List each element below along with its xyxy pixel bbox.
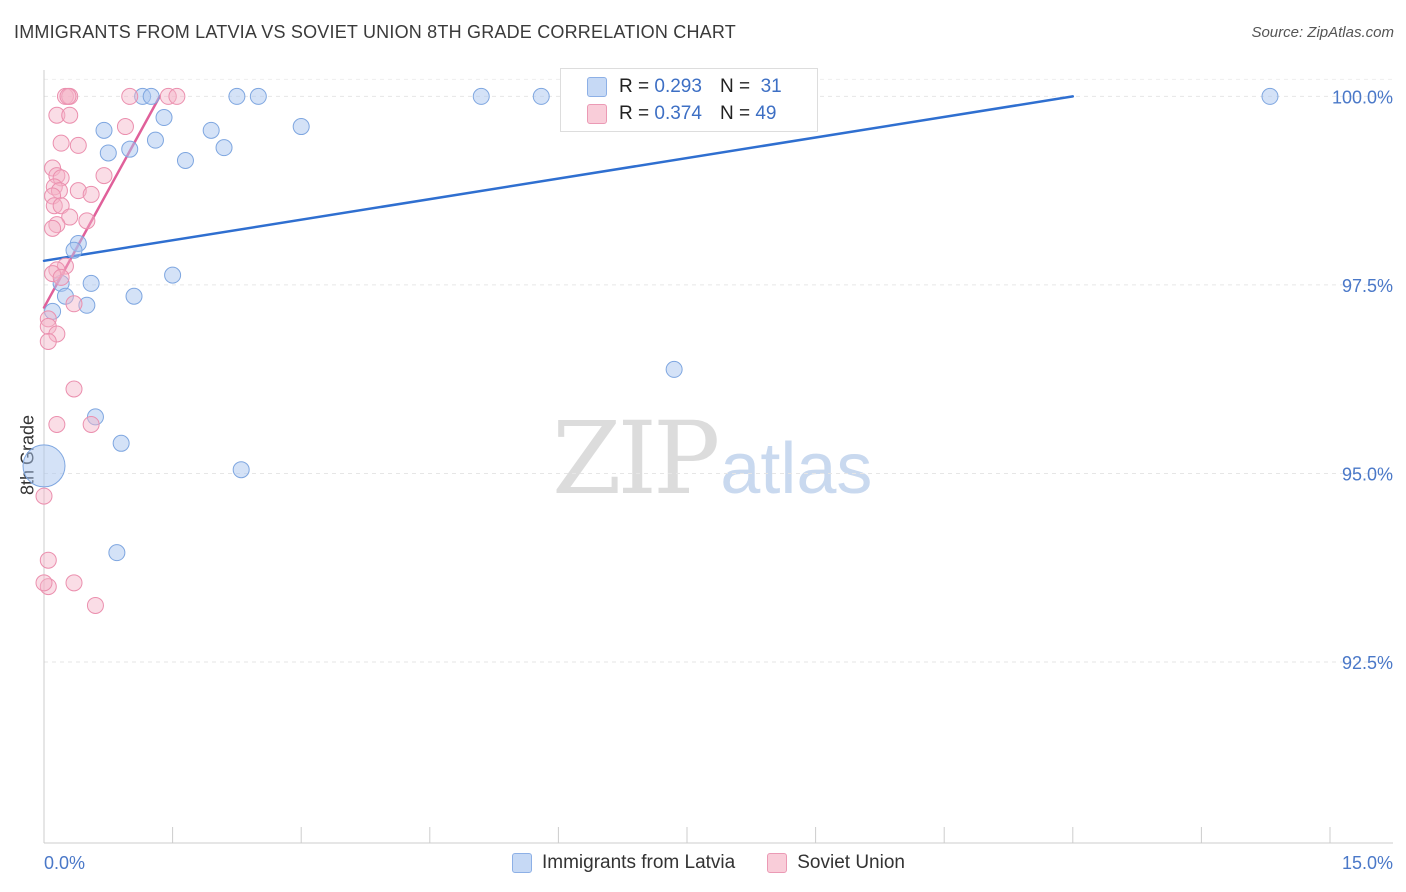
soviet-legend-label: Soviet Union [797, 852, 905, 873]
latvia-point [65, 241, 83, 259]
x-tick-label: 0.0% [44, 853, 85, 873]
latvia-point [202, 121, 220, 139]
stats-legend: R = 0.293 N = 31 R = 0.374 N = 49 [560, 68, 818, 132]
soviet-r-label: R = [619, 103, 650, 124]
soviet-point [69, 182, 87, 200]
soviet-point [116, 118, 134, 136]
legend-item-soviet[interactable]: Soviet Union [767, 852, 905, 874]
soviet-point [61, 208, 79, 226]
soviet-point [45, 197, 63, 215]
y-tick-label: 95.0% [1342, 464, 1393, 484]
latvia-legend-swatch [512, 853, 532, 873]
watermark: ZIPatlas [552, 400, 872, 517]
soviet-point [44, 265, 62, 283]
latvia-point [78, 296, 96, 314]
soviet-point [95, 167, 113, 185]
latvia-swatch [587, 77, 607, 97]
soviet-point [39, 332, 57, 350]
latvia-n-value: 31 [760, 76, 782, 97]
y-tick-label: 92.5% [1342, 653, 1393, 673]
y-tick-label: 97.5% [1342, 276, 1393, 296]
soviet-point [59, 87, 77, 105]
latvia-point [176, 151, 194, 169]
soviet-point [65, 380, 83, 398]
soviet-point [168, 87, 186, 105]
soviet-swatch [587, 104, 607, 124]
latvia-point [292, 118, 310, 136]
latvia-point [1261, 87, 1279, 105]
latvia-point [82, 274, 100, 292]
trend-lines [42, 95, 1075, 309]
latvia-point [22, 444, 66, 488]
soviet-point [35, 487, 53, 505]
latvia-trend-line [42, 95, 1075, 263]
watermark-zip: ZIP [552, 400, 720, 517]
soviet-point [82, 185, 100, 203]
latvia-point [532, 87, 550, 105]
watermark-atlas: atlas [720, 429, 873, 509]
latvia-point [232, 461, 250, 479]
soviet-point [65, 295, 83, 313]
latvia-point [121, 140, 139, 158]
tick-labels: 92.5% 95.0% 97.5% 100.0% 0.0% 15.0% [44, 87, 1393, 873]
soviet-point [61, 106, 79, 124]
latvia-point [249, 87, 267, 105]
soviet-point [56, 257, 74, 275]
latvia-legend-label: Immigrants from Latvia [542, 852, 736, 873]
source-label: Source: ZipAtlas.com [1251, 24, 1394, 41]
soviet-trend-line [42, 95, 161, 309]
soviet-point [44, 219, 62, 237]
latvia-r-label: R = [619, 76, 650, 97]
latvia-point [112, 434, 130, 452]
latvia-point [164, 266, 182, 284]
latvia-point [142, 87, 160, 105]
series-legend: Immigrants from Latvia Soviet Union [512, 852, 937, 874]
soviet-point [121, 87, 139, 105]
soviet-legend-swatch [767, 853, 788, 873]
latvia-point [146, 131, 164, 149]
legend-row-latvia: R = 0.293 N = 31 [587, 75, 782, 99]
latvia-n-label: N = [719, 76, 751, 97]
latvia-point [228, 87, 246, 105]
soviet-point [82, 415, 100, 433]
soviet-point [86, 596, 104, 614]
soviet-point [39, 551, 57, 569]
soviet-point [159, 87, 177, 105]
chart-title: IMMIGRANTS FROM LATVIA VS SOVIET UNION 8… [14, 22, 736, 42]
soviet-point [52, 268, 70, 286]
soviet-point [52, 197, 70, 215]
soviet-point [69, 136, 87, 154]
data-points [22, 87, 1279, 614]
soviet-n-label: N = [719, 103, 751, 124]
legend-item-latvia[interactable]: Immigrants from Latvia [512, 852, 735, 874]
x-tick-label: 15.0% [1342, 853, 1393, 873]
latvia-point [215, 139, 233, 157]
soviet-point [48, 415, 66, 433]
latvia-r-value: 0.293 [654, 76, 702, 97]
soviet-point [52, 169, 70, 187]
soviet-r-value: 0.374 [654, 103, 702, 124]
grid-lines [44, 78, 1393, 663]
soviet-point [48, 106, 66, 124]
soviet-point [78, 212, 96, 230]
soviet-point [35, 574, 53, 592]
latvia-point [665, 360, 683, 378]
latvia-point [108, 544, 126, 562]
latvia-point [155, 109, 173, 127]
latvia-point [99, 144, 117, 162]
latvia-point [95, 121, 113, 139]
latvia-point [125, 287, 143, 305]
soviet-point [65, 574, 83, 592]
soviet-n-value: 49 [755, 103, 777, 124]
soviet-point [52, 134, 70, 152]
legend-row-soviet: R = 0.374 N = 49 [587, 102, 776, 126]
latvia-point [472, 87, 490, 105]
y-tick-label: 100.0% [1332, 87, 1393, 107]
soviet-point [50, 182, 68, 200]
axes [43, 70, 1393, 844]
